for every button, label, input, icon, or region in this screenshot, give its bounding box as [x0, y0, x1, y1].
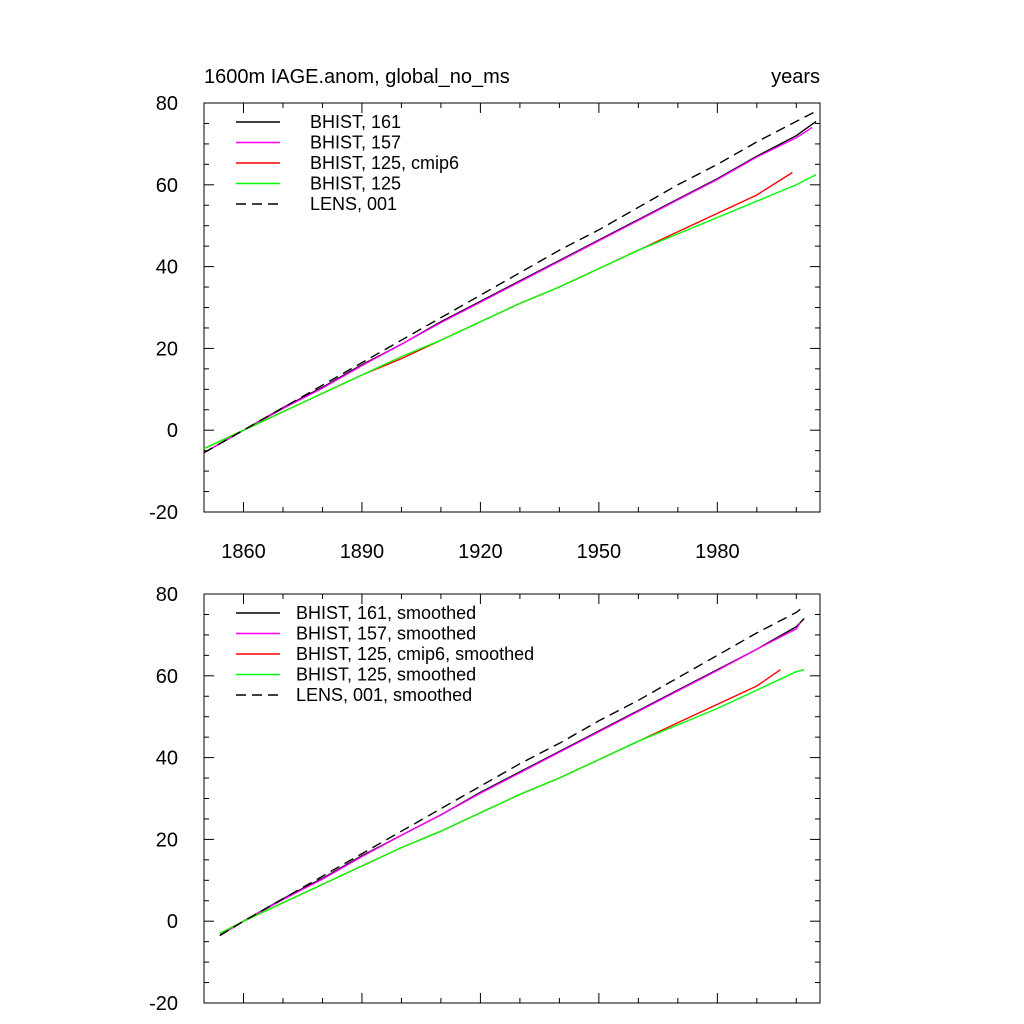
top-legend-label-1: BHIST, 161: [310, 112, 401, 132]
top-y-tick-label: 20: [156, 338, 178, 360]
top-x-tick-label: 1890: [340, 541, 385, 563]
bottom-series-line-5: [219, 605, 805, 937]
bottom-y-tick-label: 0: [167, 911, 178, 933]
top-x-tick-label: 1860: [221, 541, 266, 563]
top-legend-label-3: BHIST, 125, cmip6: [310, 153, 459, 173]
top-y-tick-label: -20: [149, 502, 178, 524]
top-x-tick-label: 1950: [577, 541, 622, 563]
top-legend-label-2: BHIST, 157: [310, 133, 401, 153]
top-legend-label-4: BHIST, 125: [310, 174, 401, 194]
bottom-series-line-2: [219, 622, 801, 937]
bottom-legend-label-3: BHIST, 125, cmip6, smoothed: [296, 644, 534, 664]
top-panel: 1600m IAGE.anom, global_no_ms years -20 0…: [149, 66, 821, 563]
top-y-tick-label: 0: [167, 420, 178, 442]
bottom-legend-label-1: BHIST, 161, smoothed: [296, 603, 476, 623]
bottom-y-tick-label: 40: [156, 748, 178, 770]
top-series-line-5: [203, 110, 817, 454]
bottom-legend-label-4: BHIST, 125, smoothed: [296, 665, 476, 685]
top-panel-units: years: [771, 66, 820, 88]
bottom-series-line-3: [219, 669, 781, 935]
top-panel-title: 1600m IAGE.anom, global_no_ms: [204, 66, 510, 88]
bottom-y-tick-label: -20: [149, 993, 178, 1015]
bottom-y-tick-label: 80: [156, 584, 178, 606]
top-x-tick-label: 1920: [458, 541, 503, 563]
bottom-y-tick-label: 20: [156, 829, 178, 851]
bottom-y-tick-label: 60: [156, 666, 178, 688]
bottom-series-line-4: [219, 669, 805, 935]
bottom-legend-label-5: LENS, 001, smoothed: [296, 685, 472, 705]
top-x-tick-label: 1980: [695, 541, 740, 563]
top-legend-label-5: LENS, 001: [310, 194, 397, 214]
top-y-tick-label: 60: [156, 175, 178, 197]
top-series-line-4: [203, 173, 817, 450]
top-y-tick-label: 40: [156, 257, 178, 279]
top-series-line-2: [203, 126, 813, 454]
bottom-legend-label-2: BHIST, 157, smoothed: [296, 624, 476, 644]
top-y-tick-label: 80: [156, 93, 178, 115]
